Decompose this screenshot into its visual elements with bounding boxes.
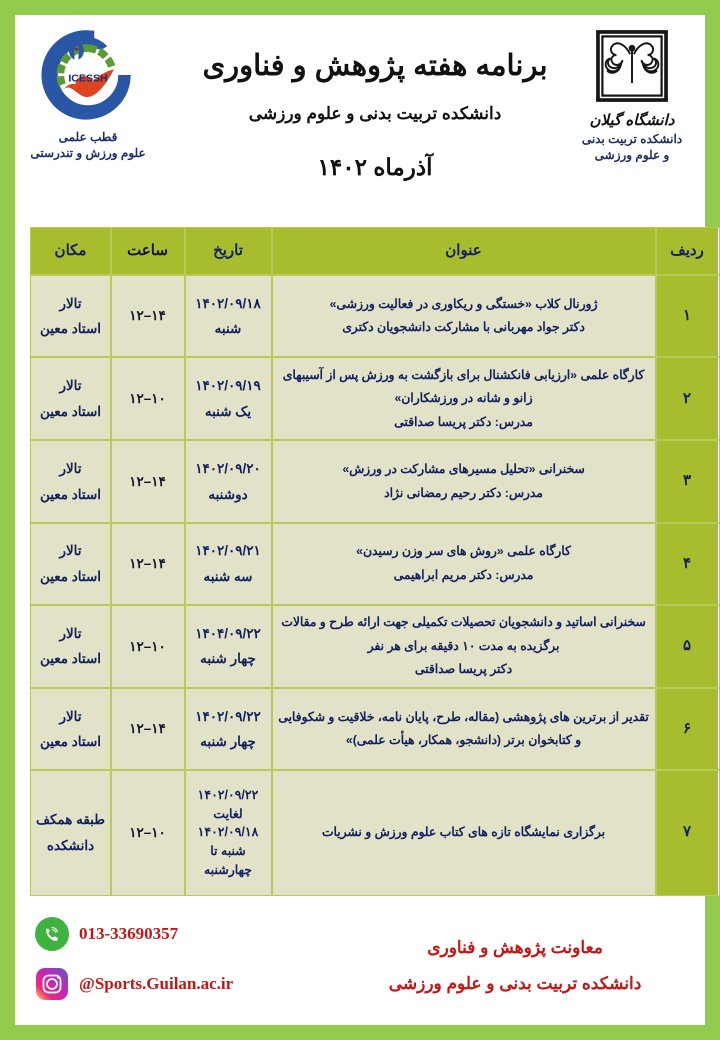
svg-text:ICESSH: ICESSH — [68, 73, 107, 85]
